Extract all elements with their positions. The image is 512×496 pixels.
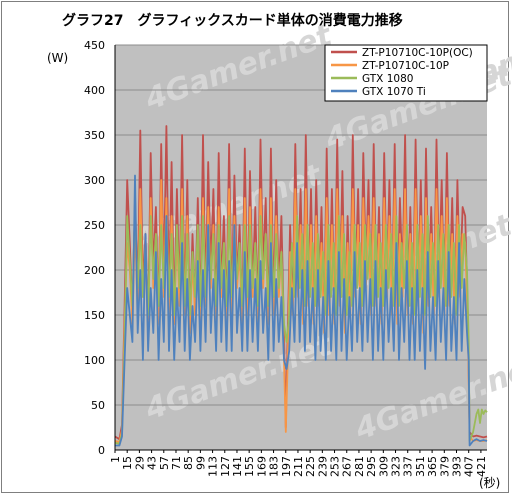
x-tick-label: 71 (170, 456, 183, 470)
y-tick-label: 100 (84, 354, 105, 367)
x-tick-label: 365 (426, 456, 439, 477)
x-tick-label: 99 (194, 456, 207, 470)
x-tick-label: 85 (182, 456, 195, 470)
y-tick-label: 300 (84, 174, 105, 187)
x-tick-label: 211 (292, 456, 305, 477)
y-axis-label: (W) (47, 51, 68, 65)
x-tick-label: 323 (390, 456, 403, 477)
y-tick-label: 250 (84, 219, 105, 232)
x-tick-label: 267 (341, 456, 354, 477)
x-tick-label: 197 (280, 456, 293, 477)
series-line (114, 206, 488, 445)
legend-label: GTX 1080 (362, 73, 413, 85)
y-tick-label: 450 (84, 39, 105, 52)
x-tick-label: 337 (402, 456, 415, 477)
x-tick-label: 29 (133, 456, 146, 470)
x-tick-label: 421 (475, 456, 488, 477)
x-tick-label: 407 (463, 456, 476, 477)
x-tick-labels: 1 15 29 43 57 71 85 99 113 127 141 155 169 183 197 211 2… (109, 450, 488, 477)
x-tick-label: 253 (329, 456, 342, 477)
y-tick-label: 150 (84, 309, 105, 322)
x-tick-label: 309 (377, 456, 390, 477)
series-lines (114, 125, 488, 447)
x-tick-label: 239 (316, 456, 329, 477)
x-tick-label: 295 (365, 456, 378, 477)
x-tick-label: 43 (146, 456, 159, 470)
y-tick-label: 200 (84, 264, 105, 277)
y-tick-label: 400 (84, 84, 105, 97)
series-line (115, 174, 488, 447)
y-tick-label: 0 (98, 444, 105, 457)
x-tick-label: 281 (353, 456, 366, 477)
x-tick-label: 57 (158, 456, 171, 470)
legend-label: ZT-P10710C-10P (362, 60, 449, 72)
x-tick-label: 155 (243, 456, 256, 477)
x-tick-label: 183 (268, 456, 281, 477)
legend-label: GTX 1070 Ti (362, 86, 426, 98)
y-tick-label: 50 (91, 399, 105, 412)
x-tick-label: 393 (451, 456, 464, 477)
x-tick-label: 169 (255, 456, 268, 477)
x-tick-label: 225 (304, 456, 317, 477)
x-axis-label: (秒) (479, 476, 500, 490)
y-tick-labels: 0 50 100 150 200 250 300 350 400 450 (84, 39, 105, 457)
x-tick-label: 127 (219, 456, 232, 477)
x-tick-label: 379 (438, 456, 451, 477)
chart-title: グラフ27 グラフィックスカード単体の消費電力推移 (62, 12, 403, 29)
x-tick-label: 113 (207, 456, 220, 477)
x-tick-label: 351 (414, 456, 427, 477)
y-tick-label: 350 (84, 129, 105, 142)
x-tick-label: 141 (231, 456, 244, 477)
x-tick-label: 15 (121, 456, 134, 470)
legend-label: ZT-P10710C-10P(OC) (362, 47, 473, 59)
x-tick-label: 1 (109, 456, 122, 463)
